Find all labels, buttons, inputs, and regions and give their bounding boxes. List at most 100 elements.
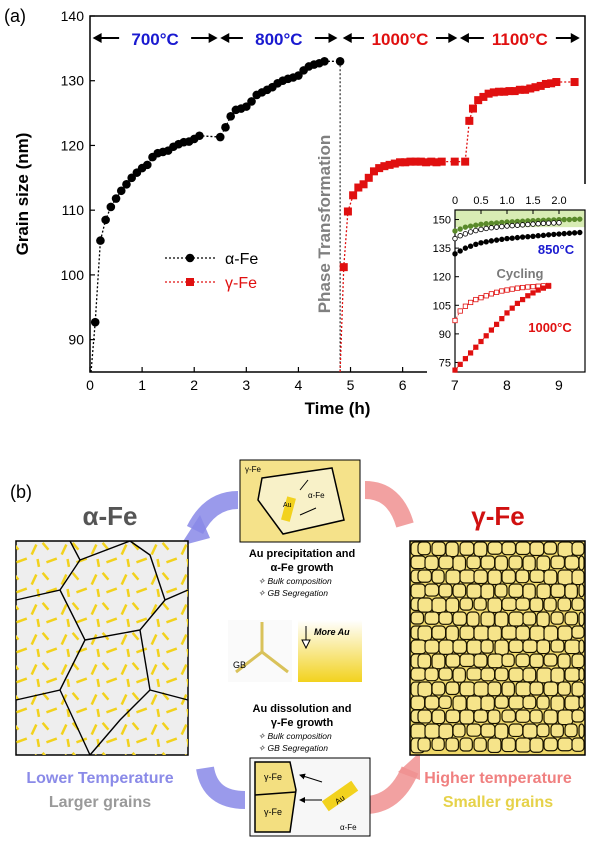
data-point-gamma [552,78,561,87]
gamma-grain [410,611,425,625]
data-point-alpha [116,186,126,196]
data-point-alpha [101,215,110,225]
data-point-gamma [450,157,459,166]
arrow-bottom-right-head [398,752,420,780]
gamma-grain [536,611,550,628]
data-point-alpha [195,131,204,141]
arrow-top-right [364,481,414,528]
inset-data-point [509,222,515,229]
data-point-gamma [465,116,474,125]
inset-y-tick-label: 75 [439,357,451,369]
stage-arrow-head [342,33,352,43]
gamma-grain [431,597,447,614]
inset-data-point [478,221,484,227]
inset-data-point [473,227,479,234]
inset-data-point [493,321,500,327]
inset-data-point [488,225,495,231]
series-line-alpha [90,60,341,373]
gamma-grain [501,541,517,556]
inset-data-point [462,224,469,230]
inset-data-point [488,291,495,297]
data-point-gamma [390,159,399,168]
gamma-grain [452,667,466,683]
gamma-grain [424,639,440,654]
gamma-grain [557,709,574,726]
gamma-grain [508,667,524,683]
gamma-grain [438,639,454,655]
legend-label-alpha: α-Fe [225,251,258,268]
gamma-grain [543,737,558,752]
data-point-gamma [541,79,550,88]
gamma-grain [501,625,518,640]
data-point-gamma [479,92,488,101]
x-tick-label: 9 [555,377,563,393]
gamma-grain [473,653,488,668]
inset-data-point [525,293,531,299]
gamma-grain [550,611,564,625]
stage-label-bg [242,27,315,49]
inset-data-point [540,220,547,227]
gamma-grain [578,723,585,739]
data-point-gamma [354,183,363,192]
stage-label: 800°C [255,30,302,49]
y-tick-label: 120 [61,137,85,153]
gamma-grain [543,597,557,612]
inset-data-point [509,305,515,311]
inset-data-point [483,221,489,227]
gamma-grain [410,667,427,681]
gamma-grain [445,709,461,724]
data-point-gamma [375,164,384,173]
gamma-grain [515,625,531,641]
data-point-gamma [505,87,514,96]
inset-data-point [577,229,583,236]
gamma-grain [459,597,474,611]
data-point-alpha [122,179,131,189]
inset-data-point [535,233,541,239]
gamma-grain [480,667,496,682]
stage-label-bg [119,27,192,49]
gamma-grain [459,737,473,752]
gamma-grain [424,723,441,739]
bottom-caption-bullet-1: ✧ Bulk composition [258,731,332,741]
data-point-gamma [489,88,498,97]
gamma-grain [543,709,558,725]
inset-data-point [452,235,458,242]
inset-data-point [504,310,510,316]
inset-data-point [452,251,458,257]
stage-label: 700°C [131,30,178,49]
inset-data-point [535,221,541,227]
gamma-grain [529,737,544,753]
gamma-grain [417,737,431,752]
x-tick-label: 6 [399,377,407,393]
data-point-gamma [411,157,420,166]
data-point-gamma [474,96,483,105]
bottom-caption-line2: γ-Fe growth [271,717,334,729]
inset-data-point [473,241,479,248]
gamma-grain [522,583,536,600]
gamma-grain [459,541,475,556]
gamma-grain [431,569,445,584]
gamma-grain [410,583,426,599]
gamma-grain [571,737,585,752]
inset-y-tick-label: 135 [433,243,451,255]
gamma-grain [543,541,558,555]
inset-data-point [493,224,500,230]
inset-frame [454,209,586,373]
inset-data-point [535,287,541,293]
inset-data-point [483,239,489,245]
inset-data-point [514,222,521,228]
gamma-grain [431,653,446,670]
lower-temperature-label: Lower Temperature [26,770,173,787]
x-tick-label: 7 [451,377,459,393]
y-tick-label: 100 [61,267,85,283]
inset-data-point [478,295,484,301]
gamma-grain [459,653,476,668]
gamma-grain [487,653,504,669]
inset-data-point [545,232,552,238]
data-point-gamma [495,87,504,96]
gamma-grain [473,709,489,723]
inset-data-point [530,284,536,290]
stage-label: 1100°C [492,30,548,49]
inset-data-point [478,240,484,246]
